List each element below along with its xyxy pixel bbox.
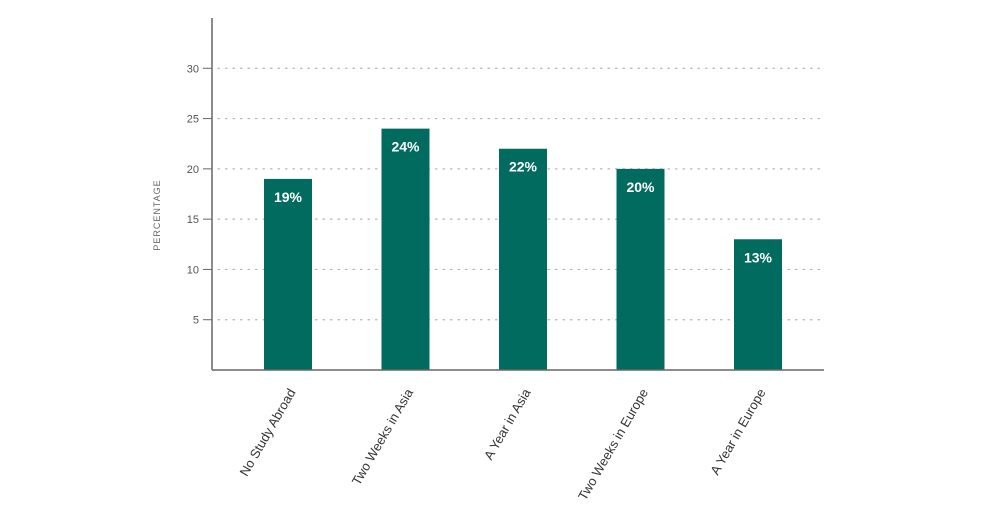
data-label: 19% [274,189,303,205]
bar [381,128,430,370]
axes [211,18,824,371]
x-category-label: Two Weeks in Europe [575,386,651,503]
bar [264,178,312,370]
data-label: 20% [626,179,655,195]
data-label: 22% [509,159,538,175]
y-tick-label: 20 [187,164,199,176]
y-tick-label: 30 [187,63,199,75]
y-tick-label: 25 [187,114,199,126]
bars [264,128,782,370]
data-labels: 19% 24% 22% 20% 13% [274,139,773,266]
bar [734,239,782,370]
y-tick-label: 10 [187,264,199,276]
y-ticks: 5 10 15 20 25 30 [187,63,212,327]
bar [616,168,665,370]
x-category-label: A Year in Europe [707,386,768,477]
data-label: 24% [391,139,420,155]
x-category-label: A Year in Asia [481,385,534,462]
y-tick-label: 15 [187,214,199,226]
x-category-labels: No Study Abroad Two Weeks in Asia A Year i… [236,385,768,502]
data-label: 13% [744,249,773,265]
bar [499,148,547,370]
x-category-label: No Study Abroad [236,386,298,479]
x-category-label: Two Weeks in Asia [349,385,417,487]
y-axis-title: PERCENTAGE [152,179,162,250]
y-tick-label: 5 [193,315,199,327]
